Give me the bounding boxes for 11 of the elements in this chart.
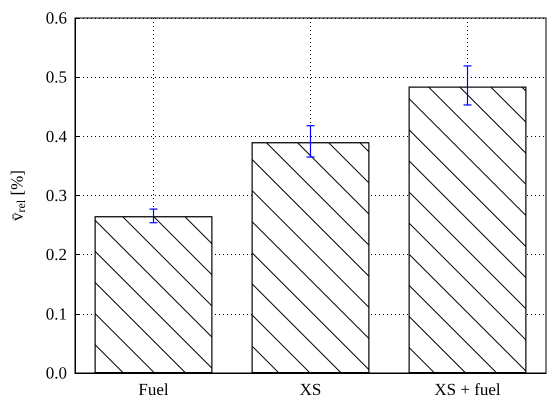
y-tick-label: 0.3 bbox=[46, 186, 67, 205]
y-tick-label: 0.4 bbox=[46, 126, 68, 146]
y-axis-title: v̄rel [%] bbox=[8, 170, 28, 221]
x-tick-label: XS bbox=[300, 380, 322, 399]
y-tick-label: 0.2 bbox=[46, 245, 67, 264]
y-tick-label: 0.6 bbox=[46, 8, 67, 28]
y-tick-label: 0.5 bbox=[46, 68, 67, 87]
x-tick-label: XS + fuel bbox=[434, 380, 501, 399]
y-tick-label: 0.1 bbox=[46, 304, 67, 324]
y-tick-label: 0.0 bbox=[46, 364, 67, 382]
x-tick-label: Fuel bbox=[138, 380, 169, 399]
